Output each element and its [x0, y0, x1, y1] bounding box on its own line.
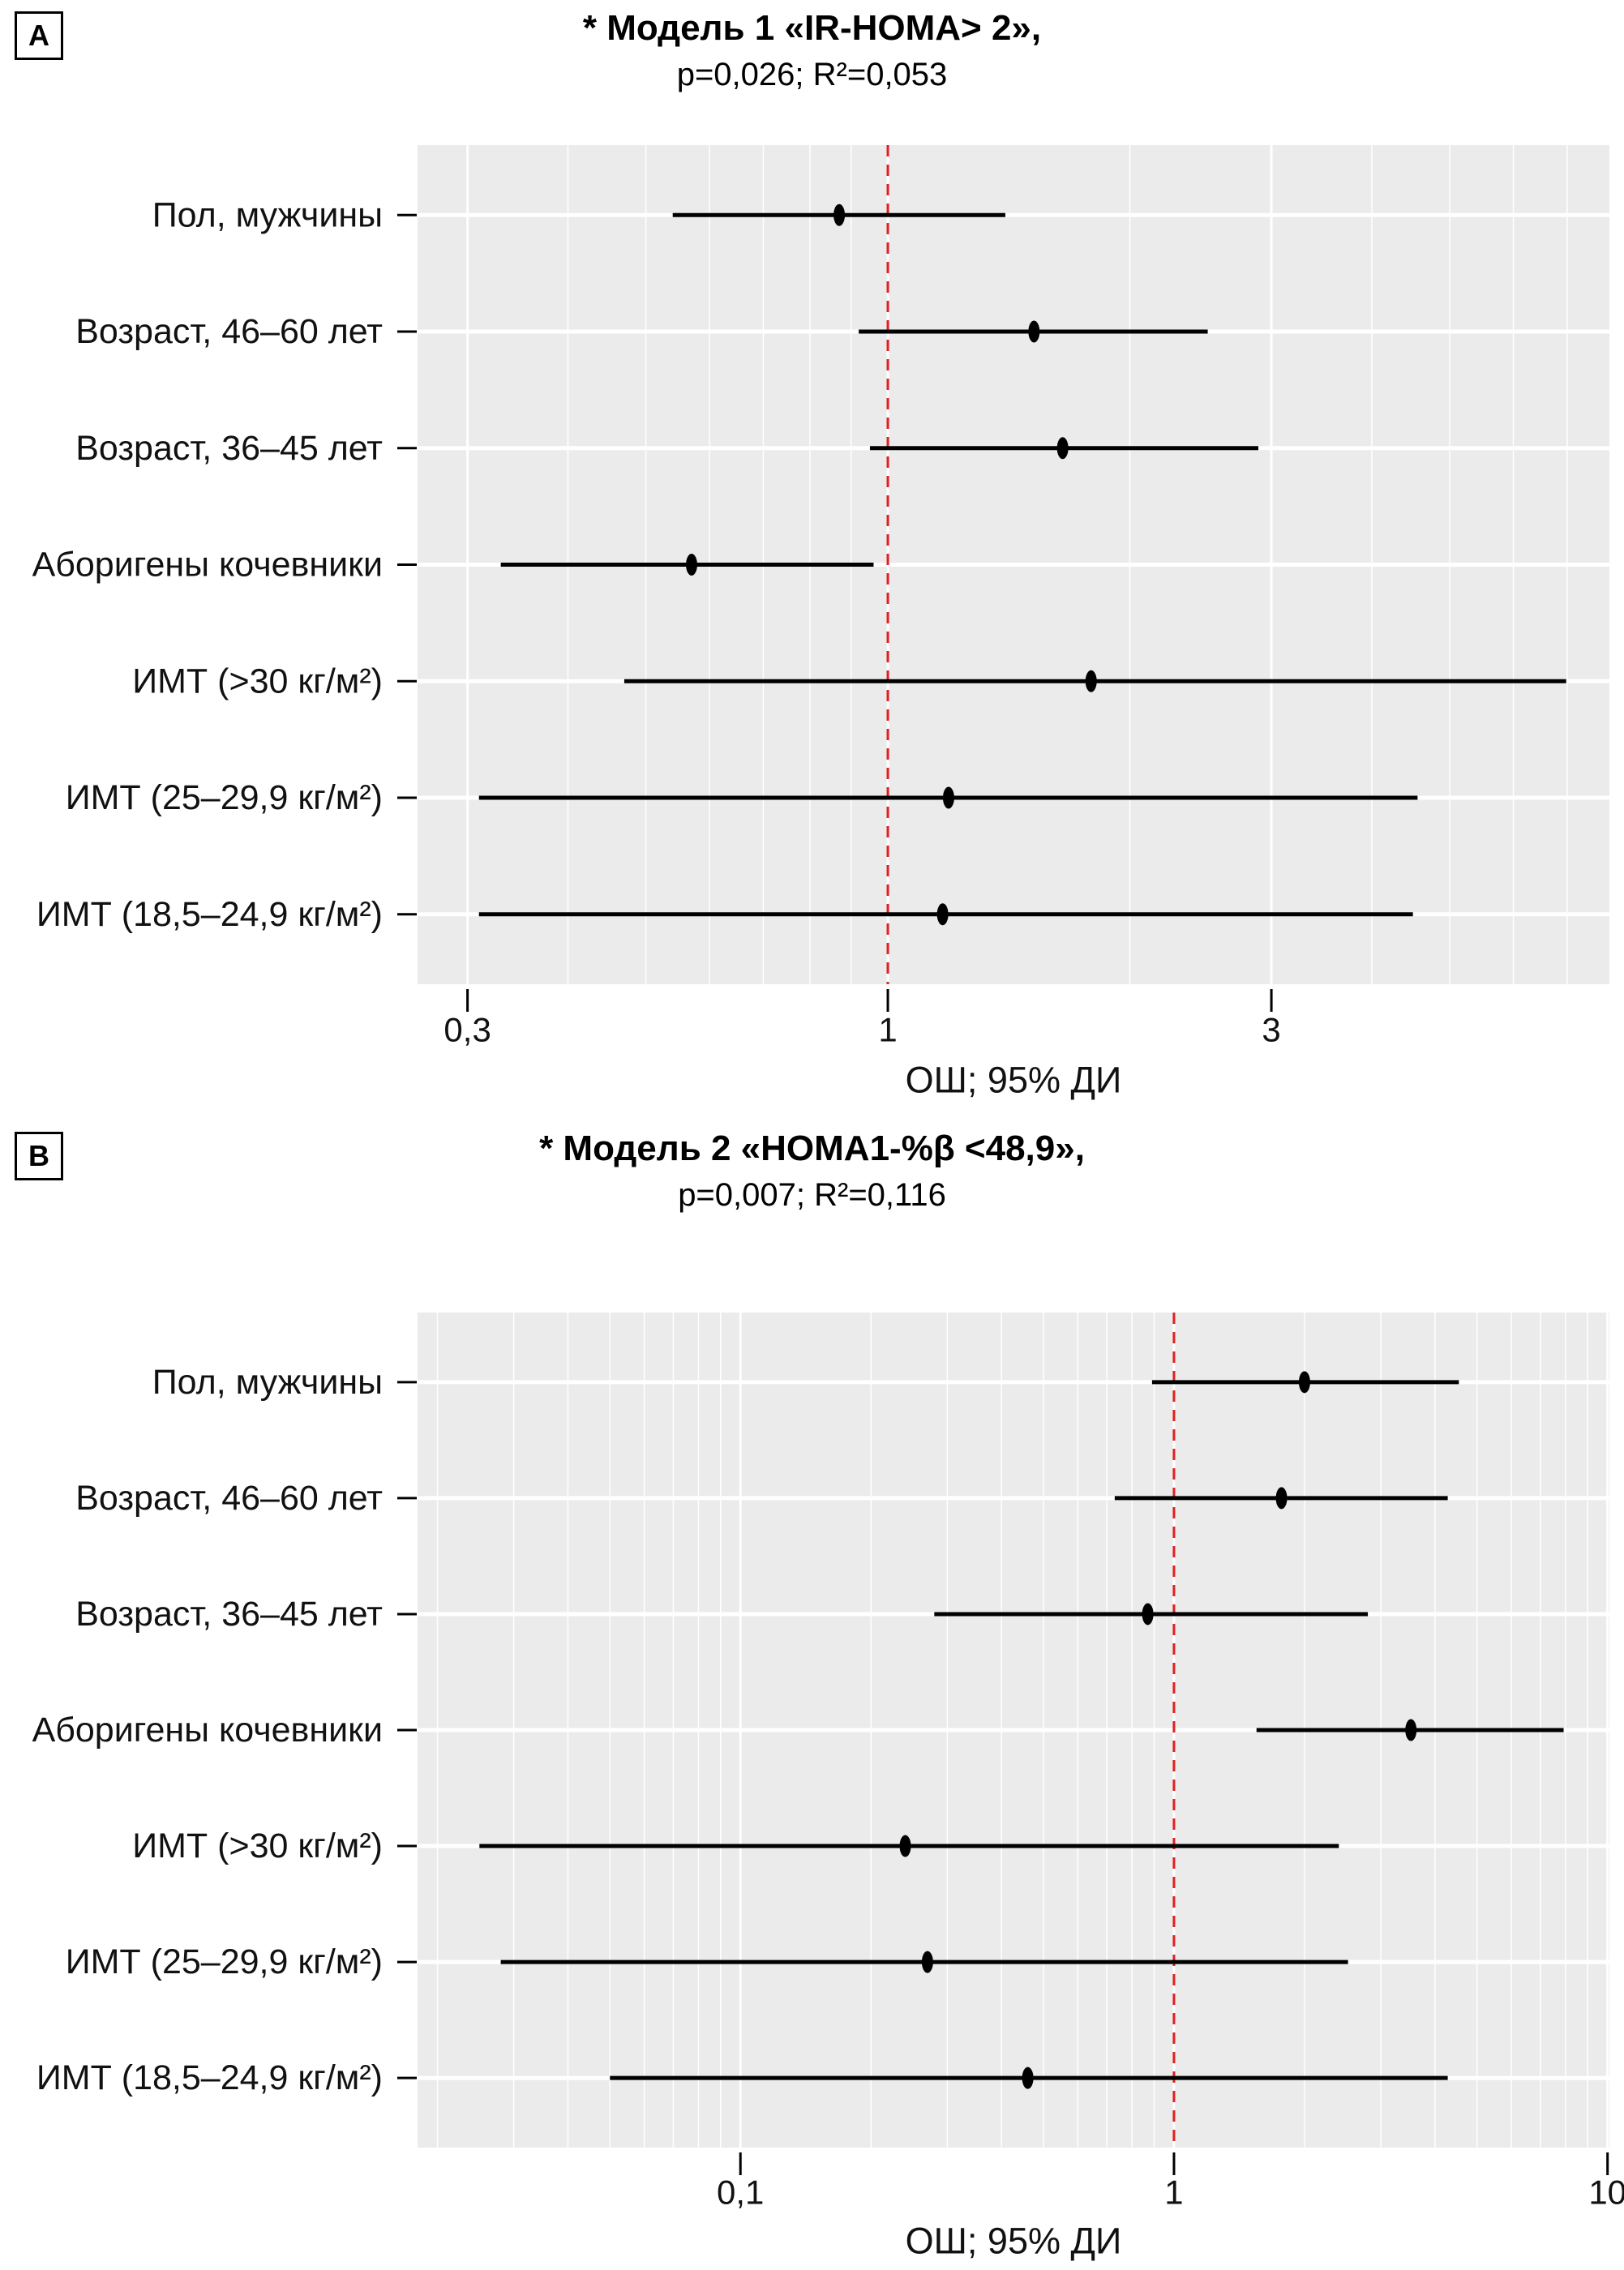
or-point — [685, 554, 697, 576]
or-point — [1298, 1371, 1310, 1394]
or-point — [942, 786, 954, 809]
or-point — [1022, 2067, 1034, 2089]
x-tick-label: 0,3 — [443, 1011, 491, 1049]
row-label: Аборигены кочевники — [32, 546, 383, 585]
row-label: Пол, мужчины — [152, 195, 383, 234]
x-tick-label: 1 — [1164, 2174, 1183, 2212]
or-point — [1275, 1487, 1288, 1510]
row-label: ИМТ (>30 кг/м²) — [132, 1827, 383, 1865]
x-tick-label: 0,1 — [717, 2174, 764, 2212]
row-label: Возраст, 36–45 лет — [75, 1595, 383, 1634]
panel-b-letter: B — [28, 1139, 49, 1172]
panel-b-plot: Пол, мужчины Возраст, 46–60 лет Возраст, 3… — [32, 1313, 1624, 2262]
row-label: Возраст, 46–60 лет — [75, 1479, 383, 1518]
panel-b-badge: B — [15, 1132, 63, 1180]
or-point — [1028, 320, 1040, 343]
row-label: ИМТ (25–29,9 кг/м²) — [66, 778, 383, 817]
or-point — [833, 203, 846, 226]
panel-a-title: * Модель 1 «IR-HOMA> 2», — [582, 8, 1042, 48]
row-label: Возраст, 46–60 лет — [75, 312, 383, 351]
row-label: Возраст, 36–45 лет — [75, 429, 383, 468]
x-tick-label: 1 — [878, 1011, 897, 1049]
row-label: ИМТ (25–29,9 кг/м²) — [66, 1942, 383, 1981]
row-label: ИМТ (>30 кг/м²) — [132, 662, 383, 700]
row-label: Пол, мужчины — [152, 1363, 383, 1402]
row-label: ИМТ (18,5–24,9 кг/м²) — [36, 895, 383, 934]
or-point — [936, 903, 949, 926]
panel-a-badge: A — [15, 11, 63, 60]
panel-a-subtitle: p=0,026; R²=0,053 — [676, 56, 948, 92]
panel-b-title-block: * Модель 2 «HOMA1-%β <48,9», p=0,007; R²… — [0, 1129, 1624, 1214]
x-tick-label: 10 — [1588, 2174, 1624, 2212]
or-point — [899, 1835, 911, 1857]
or-point — [1056, 437, 1069, 460]
panel-a-title-block: * Модель 1 «IR-HOMA> 2», p=0,026; R²=0,0… — [0, 8, 1624, 93]
x-tick-label: 3 — [1262, 1011, 1280, 1049]
or-point — [1405, 1719, 1417, 1741]
panel-a-plot: Пол, мужчины Возраст, 46–60 лет Возраст, 3… — [32, 145, 1609, 1101]
x-axis-title: ОШ; 95% ДИ — [906, 1060, 1122, 1101]
row-label: Аборигены кочевники — [32, 1711, 383, 1750]
or-point — [1085, 670, 1097, 692]
row-label: ИМТ (18,5–24,9 кг/м²) — [36, 2058, 383, 2097]
panel-a-letter: A — [28, 19, 49, 52]
x-axis-title: ОШ; 95% ДИ — [906, 2221, 1122, 2262]
or-point — [1142, 1603, 1154, 1625]
panel-b-subtitle: p=0,007; R²=0,116 — [678, 1176, 946, 1213]
or-point — [921, 1951, 933, 1973]
panel-b-title: * Модель 2 «HOMA1-%β <48,9», — [539, 1129, 1085, 1168]
